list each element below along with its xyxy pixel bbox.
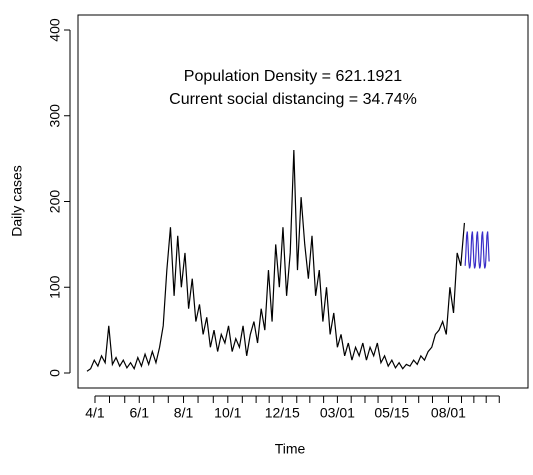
x-tick-label: 8/1 [174,405,194,421]
x-tick-label: 12/15 [265,405,300,421]
y-tick-label: 400 [47,18,63,42]
y-tick-label: 100 [47,275,63,299]
y-axis-label: Daily cases [9,165,25,237]
x-tick-label: 08/01 [431,405,466,421]
x-tick-label: 4/1 [85,405,105,421]
x-tick-label: 10/1 [214,405,241,421]
y-tick-label: 0 [47,369,63,377]
y-tick-label: 200 [47,190,63,214]
x-tick-label: 03/01 [320,405,355,421]
plot-box [77,14,529,389]
x-tick-label: 6/1 [130,405,150,421]
series-line [86,150,466,372]
annotation: Population Density = 621.1921 [184,68,402,85]
x-axis-label: Time [275,441,306,457]
annotation: Current social distancing = 34.74% [169,91,417,108]
x-tick-label: 05/15 [374,405,409,421]
y-tick-label: 300 [47,104,63,128]
series-line [464,231,490,269]
